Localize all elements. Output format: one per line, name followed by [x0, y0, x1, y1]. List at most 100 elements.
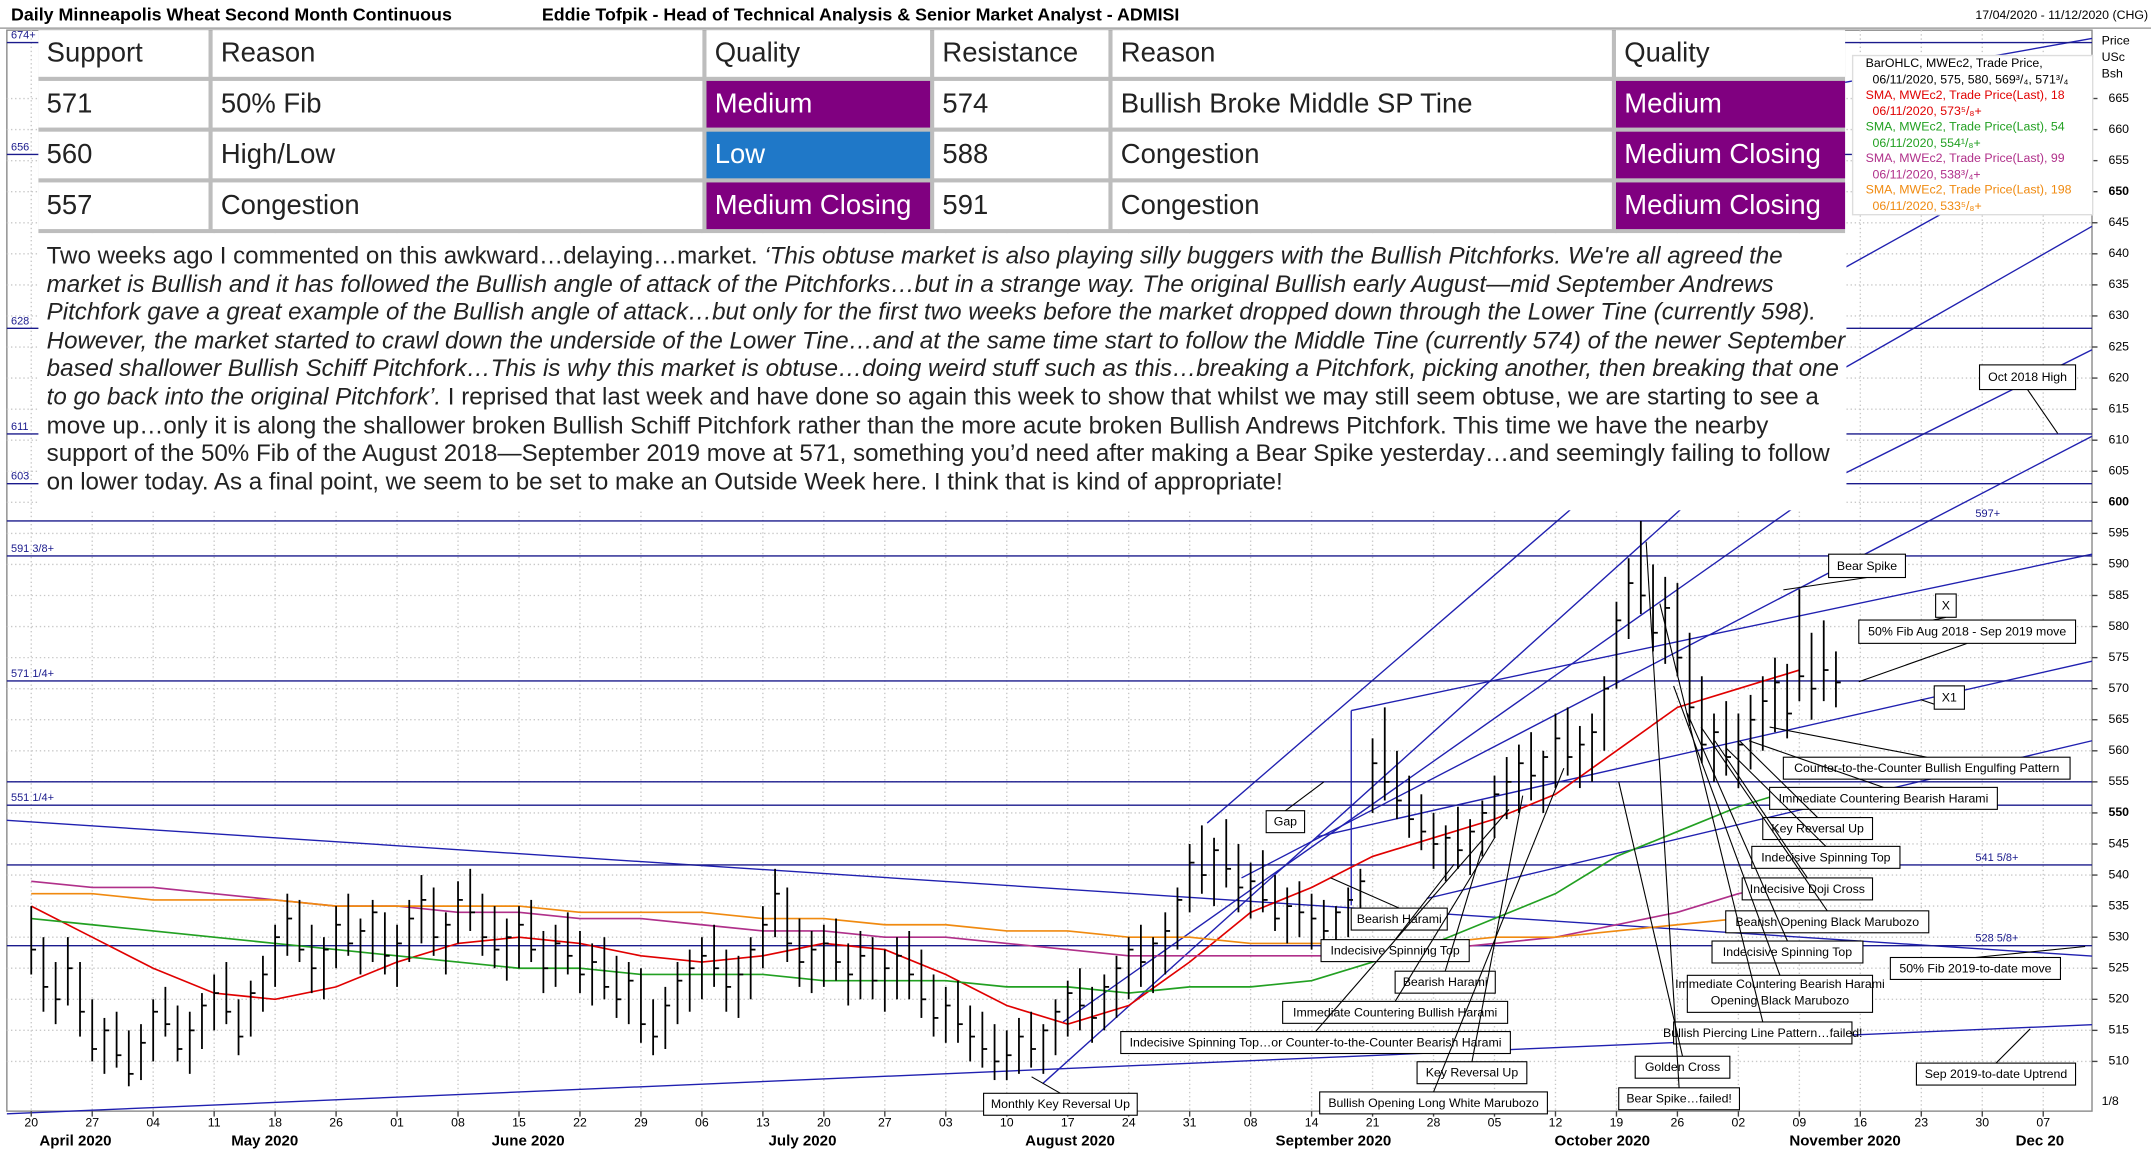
y-tick-label: 510: [2108, 1054, 2129, 1068]
annotation-pointer: [1995, 1028, 2031, 1064]
annotation-text: Indecisive Doji Cross: [1750, 882, 1865, 896]
annotation-box: [1319, 1091, 1548, 1115]
level-label: 591 3/8+: [11, 543, 54, 555]
annotation-box: [1741, 877, 1874, 901]
level-label: 603: [11, 471, 29, 483]
x-tick-label: 21: [1366, 1116, 1380, 1130]
commentary-text: I reprised that last week and have done …: [46, 382, 1830, 495]
y-tick-label: 515: [2108, 1023, 2129, 1037]
pitchfork-tine: [1042, 502, 1688, 1085]
x-tick-label: 05: [1488, 1116, 1502, 1130]
legend-entry: SMA, MWEc2, Trade Price(Last), 198: [1865, 182, 2072, 197]
table-cell: Congestion: [212, 182, 703, 230]
x-tick-label: 08: [1244, 1116, 1258, 1130]
y-tick-label: 540: [2108, 867, 2129, 881]
x-tick-label: 08: [451, 1116, 465, 1130]
y-tick-label: 610: [2108, 432, 2129, 446]
level-label: 611: [11, 421, 29, 433]
x-tick-label: 18: [268, 1116, 282, 1130]
y-tick-label: 655: [2108, 153, 2129, 167]
table-header: Reason: [1112, 30, 1612, 77]
x-tick-label: 10: [1000, 1116, 1014, 1130]
annotation-text: 50% Fib Aug 2018 - Sep 2019 move: [1868, 625, 2066, 639]
x-tick-label: 15: [512, 1116, 526, 1130]
downtrend: [6, 819, 2093, 957]
annotation-pointer: [1714, 740, 1808, 879]
y-tick-label: 630: [2108, 308, 2129, 322]
y-tick-label: 555: [2108, 774, 2129, 788]
annotation-text: Oct 2018 High: [1988, 370, 2067, 384]
month-label: October 2020: [1554, 1132, 1650, 1149]
y-tick-label: 530: [2108, 929, 2129, 943]
annotation-box: [1634, 1055, 1731, 1079]
legend-detail: 06/11/2020, 573⁵/₈+: [1872, 103, 1982, 118]
annotation-pointer: [1769, 726, 1927, 758]
y-tick-label: 600: [2108, 495, 2129, 509]
month-label: April 2020: [39, 1132, 111, 1149]
author: Eddie Tofpik - Head of Technical Analysi…: [541, 4, 1180, 25]
table-cell: 591: [934, 182, 1109, 230]
annotation-box: [1350, 907, 1448, 931]
x-tick-label: 11: [208, 1116, 221, 1130]
y-tick-label: 545: [2108, 836, 2129, 850]
annotation-box: [1265, 810, 1306, 834]
x-tick-label: 03: [939, 1116, 953, 1130]
annotation-box: [1751, 845, 1901, 869]
y-tick-label: 590: [2108, 557, 2129, 571]
month-label: Dec 20: [2016, 1132, 2065, 1149]
annotation-box: [1711, 940, 1864, 964]
annotation-box: [983, 1092, 1138, 1116]
annotation-text: Indecisive Spinning Top: [1761, 850, 1890, 864]
table-cell: 588: [934, 131, 1109, 179]
legend-entry: BarOHLC, MWEc2, Trade Price,: [1865, 56, 2043, 70]
y-tick-label: 595: [2108, 526, 2129, 540]
annotation-box: [1282, 1000, 1509, 1024]
annotation-pointer: [1725, 747, 1827, 847]
annotation-text: Sep 2019-to-date Uptrend: [1925, 1067, 2068, 1081]
annotation-pointer: [1783, 576, 1868, 591]
annotation-text: 50% Fib 2019-to-date move: [1899, 961, 2051, 975]
annotation-pointer: [1673, 685, 1781, 976]
quality-cell: Medium Closing: [1615, 131, 1846, 179]
annotation-pointer: [1659, 603, 1764, 1023]
annotation-text: Counter-to-the-Counter Bullish Engulfing…: [1794, 761, 2059, 775]
x-tick-label: 17: [1061, 1116, 1075, 1130]
quality-cell: Low: [706, 131, 931, 179]
level-label: 597+: [1975, 508, 2000, 520]
annotation-box: [1618, 1087, 1741, 1111]
x-tick-label: 14: [1305, 1116, 1319, 1130]
annotation-text: Indecisive Spinning Top…or Counter-to-th…: [1130, 1035, 1502, 1049]
x-tick-label: 06: [695, 1116, 709, 1130]
annotation-text: Immediate Countering Bearish Harami: [1675, 977, 1885, 991]
table-header: Resistance: [934, 30, 1109, 77]
annotation-pointer: [1394, 863, 1455, 940]
level-label: 674+: [11, 30, 36, 42]
annotation-box: [1935, 593, 1957, 618]
x-tick-label: 26: [329, 1116, 343, 1130]
x-tick-label: 27: [85, 1116, 99, 1130]
annotation-pointer: [1330, 877, 1400, 909]
x-tick-label: 07: [2036, 1116, 2050, 1130]
level-label: 628: [11, 315, 29, 327]
level-label: 541 5/8+: [1975, 852, 2018, 864]
table-header: Quality: [1615, 30, 1846, 77]
y-tick-label: 575: [2108, 650, 2129, 664]
quality-cell: Medium: [1615, 80, 1846, 128]
annotation-pointer: [1471, 795, 1524, 1062]
legend-entry: SMA, MWEc2, Trade Price(Last), 99: [1865, 150, 2065, 165]
annotation-box: [1394, 970, 1496, 994]
legend: BarOHLC, MWEc2, Trade Price, 06/11/2020, …: [1851, 54, 2094, 216]
month-label: September 2020: [1276, 1132, 1392, 1149]
table-cell: Congestion: [1112, 131, 1612, 179]
annotation-pointer: [1700, 726, 1828, 912]
annotation-pointer: [1618, 781, 1684, 1057]
annotation-pointer: [1748, 740, 1884, 788]
annotation-box: [1889, 956, 2062, 980]
annotation-text: Key Reversal Up: [1426, 1066, 1519, 1080]
table-cell: High/Low: [212, 131, 703, 179]
table-header: Quality: [706, 30, 931, 77]
annotation-box: [1828, 553, 1906, 579]
annotation-text: Opening Black Marubozo: [1711, 994, 1850, 1008]
annotation-text: Immediate Countering Bullish Harami: [1293, 1005, 1497, 1019]
y-tick-label: 580: [2108, 619, 2129, 633]
